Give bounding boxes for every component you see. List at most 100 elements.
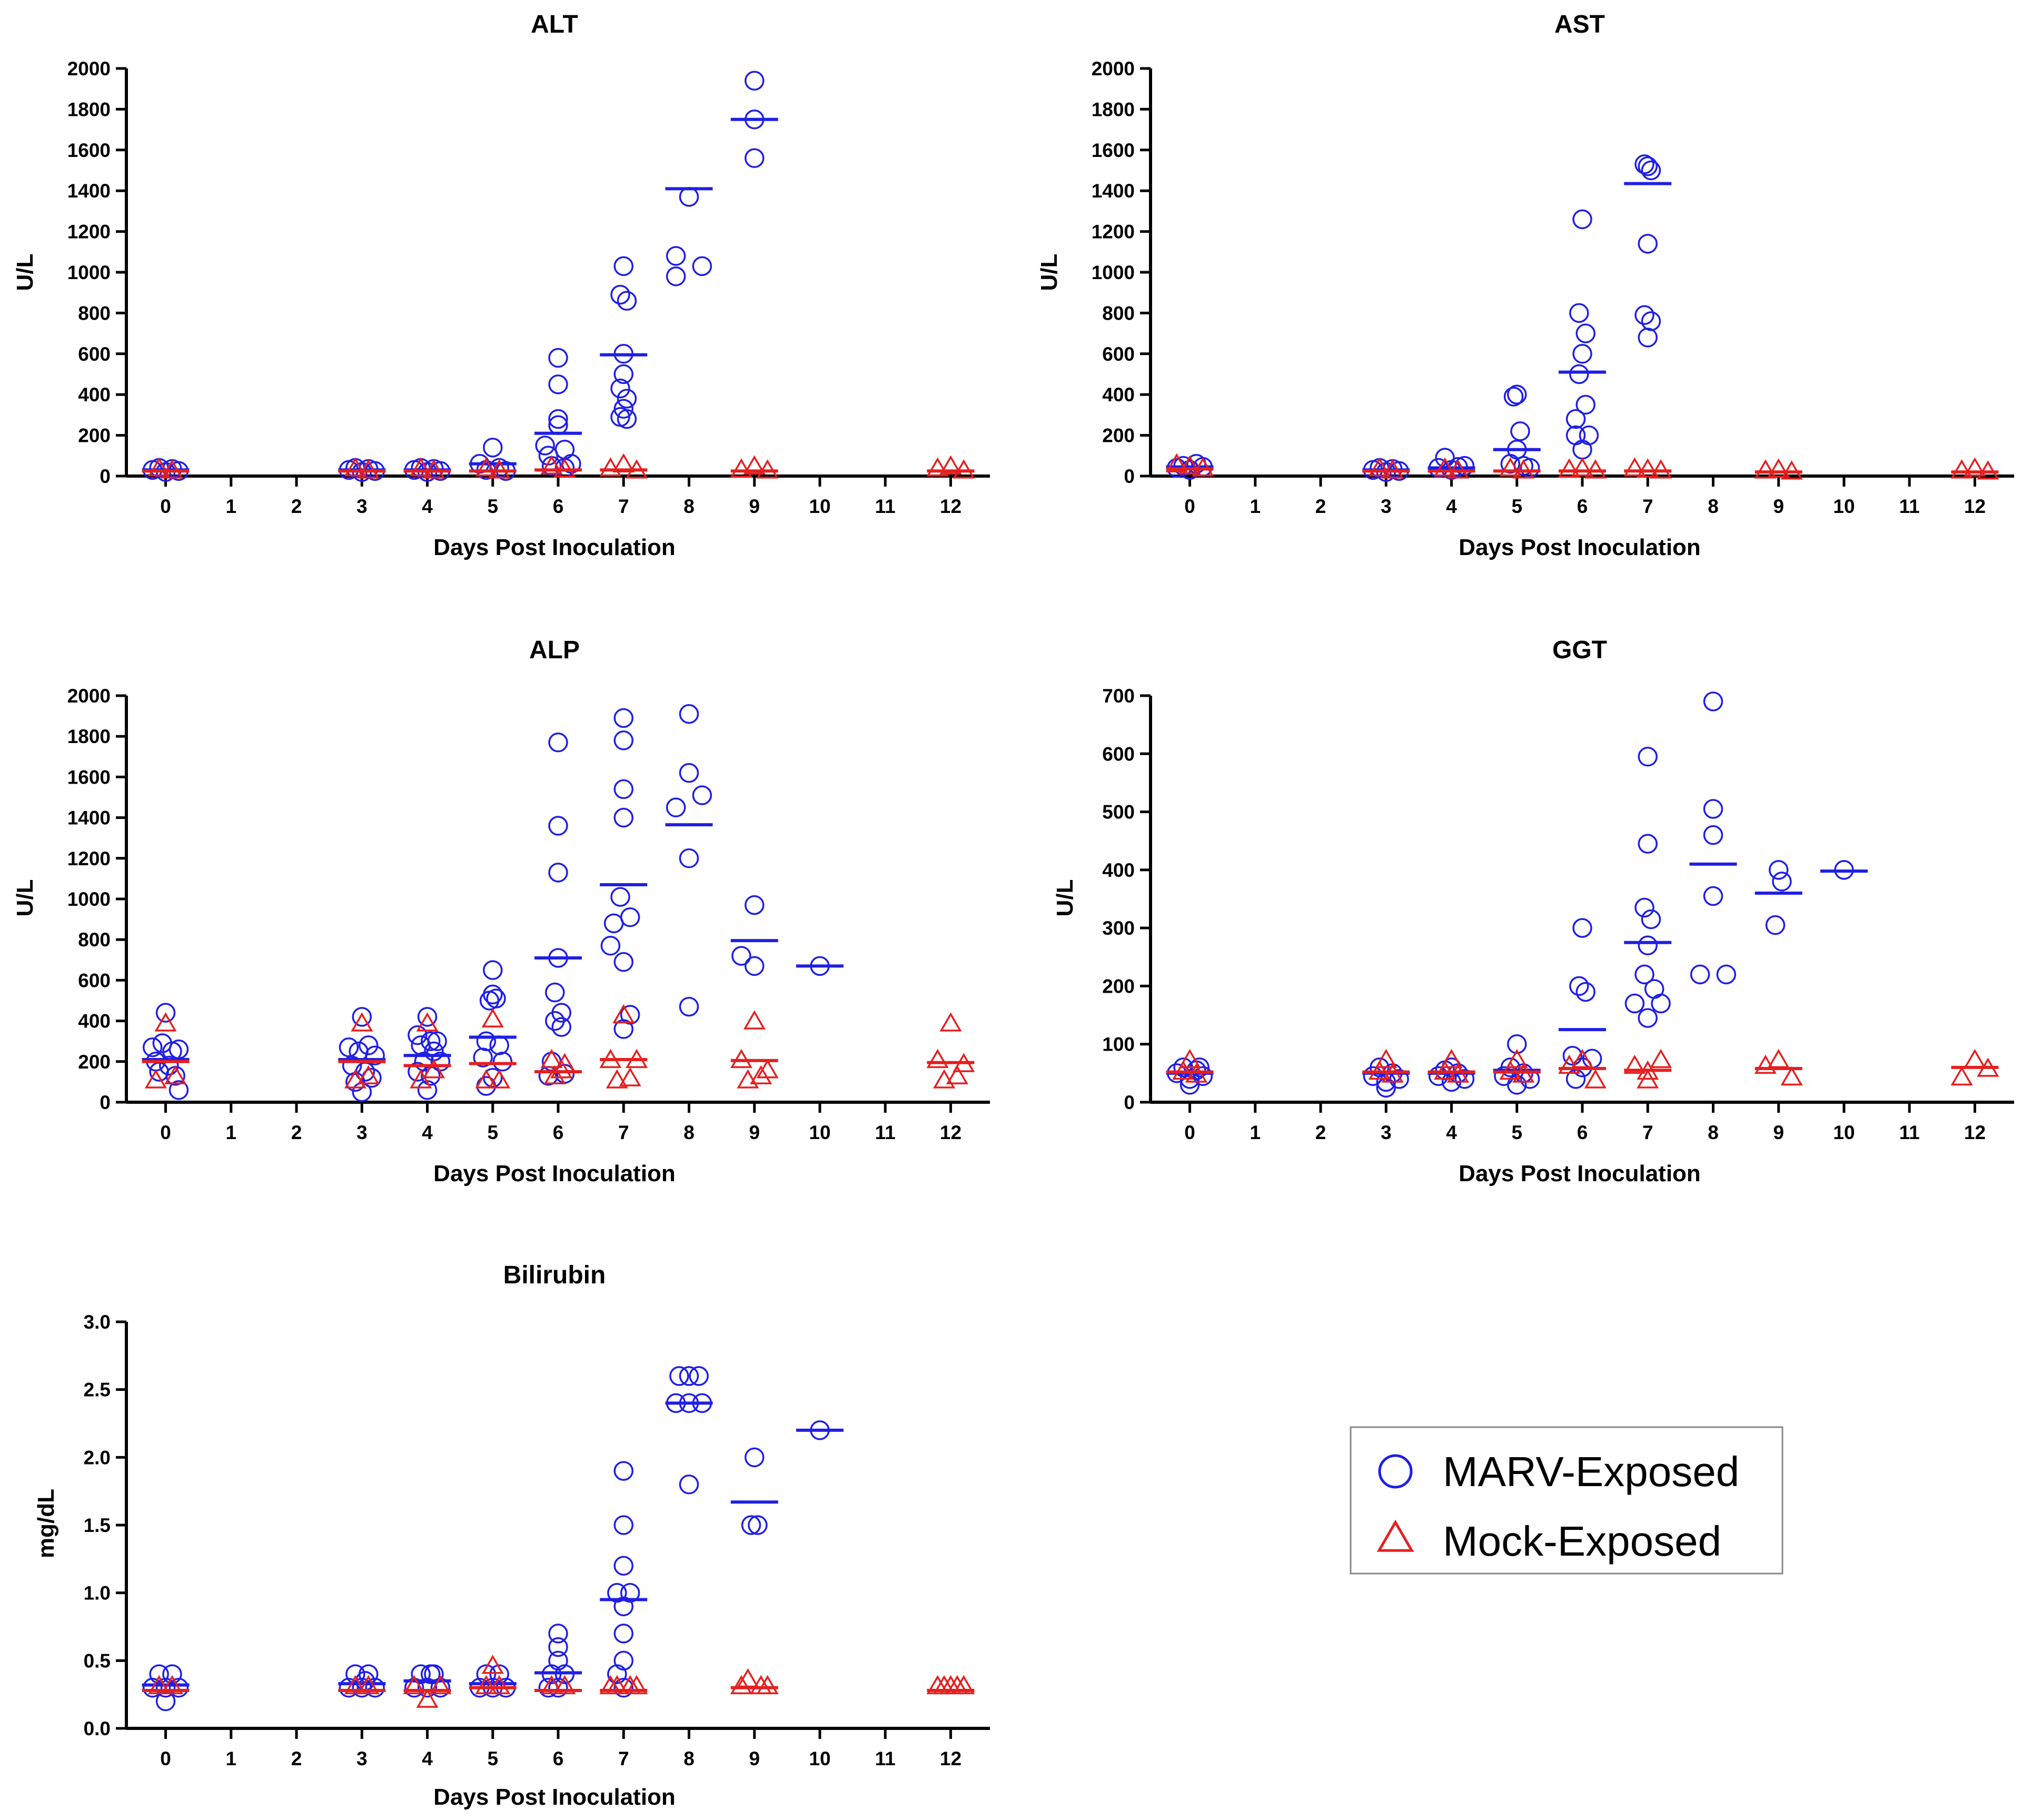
data-point-triangle: [756, 459, 779, 479]
data-point-circle: [1638, 156, 1658, 176]
legend-triangle-icon: [1376, 1519, 1414, 1552]
data-point-triangle: [344, 1675, 366, 1695]
data-point-circle: [669, 1366, 689, 1386]
x-tick-label: 3: [356, 1122, 368, 1143]
x-tick-label: 9: [749, 496, 760, 517]
data-point-circle: [613, 1019, 633, 1039]
data-point-triangle: [344, 1069, 366, 1089]
data-point-circle: [600, 936, 621, 956]
data-point-triangle: [357, 1065, 380, 1085]
data-point-circle: [168, 1039, 189, 1060]
x-tick-label: 1: [1250, 1122, 1261, 1143]
data-point-circle: [548, 1637, 568, 1657]
y-tick-label: 400: [78, 384, 111, 405]
data-point-triangle: [1780, 460, 1803, 480]
data-point-triangle: [933, 1069, 956, 1089]
panel-bilirubin: Bilirubin Days Post Inoculation mg/dL 0.…: [33, 1261, 990, 1810]
y-tick-label: 1400: [1092, 180, 1135, 202]
data-point-triangle: [1637, 1069, 1659, 1089]
data-point-triangle: [1584, 459, 1607, 479]
data-point-circle: [610, 887, 630, 907]
y-tick-label: 1000: [67, 262, 111, 283]
data-point-circle: [1510, 421, 1530, 441]
data-point-circle: [142, 1037, 163, 1057]
legend-circle-icon: [1378, 1454, 1413, 1489]
data-point-triangle: [154, 1012, 177, 1032]
data-point-circle: [408, 1062, 428, 1082]
data-point-circle: [1454, 1069, 1475, 1089]
data-point-circle: [417, 1678, 438, 1698]
data-point-circle: [417, 1007, 438, 1027]
data-point-circle: [404, 1678, 424, 1698]
data-point-triangle: [939, 455, 962, 474]
data-point-circle: [535, 436, 555, 456]
y-tick-label: 1.5: [84, 1515, 111, 1536]
data-point-circle: [548, 1624, 568, 1644]
data-point-circle: [679, 704, 699, 724]
x-tick-label: 5: [487, 1122, 498, 1143]
data-point-triangle: [946, 1065, 968, 1085]
x-tick-label: 11: [875, 1122, 896, 1143]
data-point-circle: [617, 291, 637, 311]
panel-ast: AST Days Post Inoculation U/L 0 200 400 600…: [1036, 11, 2014, 560]
data-point-circle: [548, 863, 568, 883]
y-tick-label: 1400: [67, 180, 111, 202]
y-tick-label: 1000: [1092, 262, 1135, 283]
data-point-circle: [1768, 860, 1789, 880]
data-point-triangle: [540, 1675, 563, 1695]
data-point-circle: [613, 1596, 633, 1617]
data-point-triangle: [599, 457, 622, 477]
data-point-circle: [1572, 344, 1592, 364]
x-tick-label: 6: [1577, 496, 1588, 517]
y-tick-label: 0: [100, 466, 111, 487]
data-point-circle: [741, 1515, 761, 1535]
data-point-circle: [473, 1047, 493, 1067]
y-tick-label: 100: [1102, 1034, 1135, 1055]
x-tick-label: 10: [809, 496, 830, 517]
x-tick-label: 12: [1964, 1122, 1986, 1143]
data-point-circle: [620, 1005, 640, 1025]
data-point-circle: [548, 1678, 568, 1698]
y-tick-label: 1.0: [84, 1582, 111, 1604]
data-point-circle: [548, 409, 568, 429]
data-point-circle: [613, 1461, 633, 1481]
x-tick-label: 2: [291, 1748, 302, 1769]
data-point-circle: [168, 1678, 189, 1698]
data-point-circle: [1703, 691, 1723, 711]
data-point-triangle: [730, 1675, 752, 1695]
y-tick-label: 2.5: [84, 1379, 111, 1401]
data-point-triangle: [756, 1059, 779, 1079]
x-axis-label: Days Post Inoculation: [433, 1784, 676, 1810]
y-tick-label: 3.0: [84, 1311, 111, 1333]
data-point-triangle: [148, 1675, 171, 1695]
x-tick-label: 6: [553, 496, 564, 517]
data-point-circle: [1638, 747, 1658, 767]
data-point-triangle: [475, 1069, 498, 1089]
legend-marker-circle: [1378, 1454, 1413, 1489]
x-tick-label: 8: [683, 1122, 695, 1143]
data-point-triangle: [750, 1675, 772, 1695]
y-tick-label: 1800: [67, 98, 111, 120]
y-tick-label: 0.0: [84, 1718, 111, 1739]
data-point-circle: [476, 1031, 497, 1051]
series-marv: [1166, 154, 1672, 482]
data-point-circle: [545, 982, 565, 1003]
data-point-circle: [689, 1366, 709, 1386]
data-point-circle: [617, 409, 637, 429]
data-point-triangle: [357, 459, 380, 479]
x-tick-label: 12: [940, 1122, 962, 1143]
data-point-triangle: [540, 1049, 563, 1069]
data-point-triangle: [926, 1049, 949, 1069]
data-point-circle: [1572, 439, 1592, 460]
data-point-triangle: [1964, 457, 1986, 477]
data-point-triangle: [488, 1069, 511, 1089]
data-point-circle: [149, 1664, 169, 1684]
data-point-triangle: [1440, 1049, 1463, 1069]
data-point-circle: [1634, 154, 1654, 174]
data-point-circle: [408, 1025, 428, 1045]
data-point-triangle: [1650, 459, 1672, 479]
y-tick-label: 2000: [67, 58, 111, 80]
data-point-circle: [1569, 303, 1589, 323]
data-point-circle: [1634, 964, 1654, 985]
data-point-circle: [613, 399, 633, 419]
